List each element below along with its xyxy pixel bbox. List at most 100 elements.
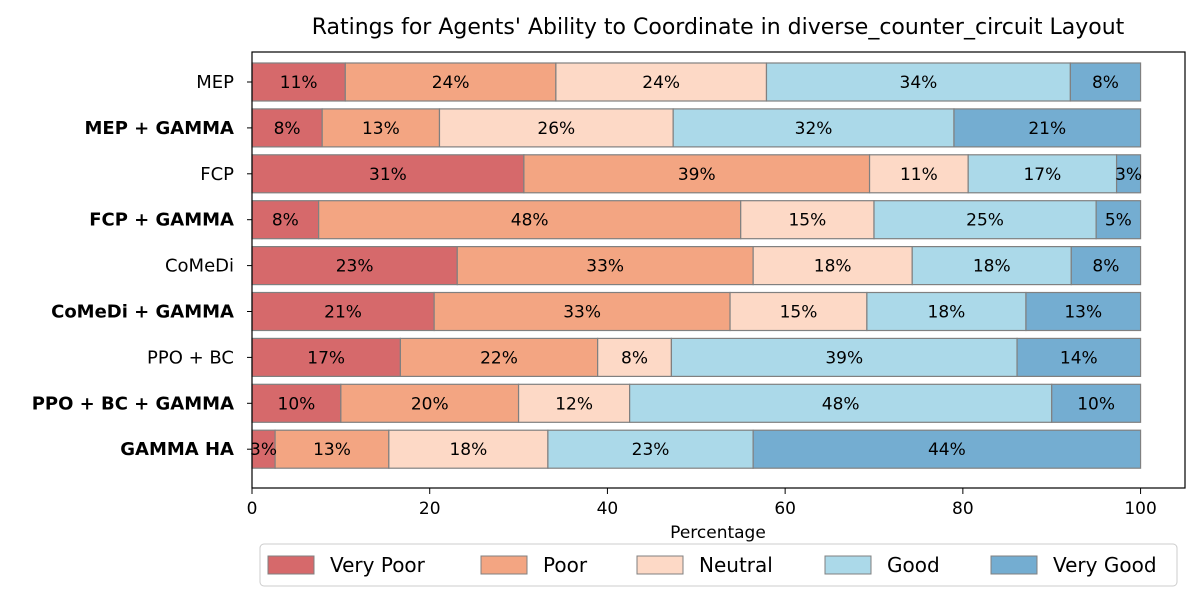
bar-segment <box>251 62 346 102</box>
legend-swatch <box>636 555 684 575</box>
legend-label: Poor <box>543 553 588 577</box>
data-label: 11% <box>280 73 318 93</box>
legend-label: Very Good <box>1053 553 1157 577</box>
legend-label: Good <box>887 553 940 577</box>
legend-swatch <box>480 555 528 575</box>
data-label: 31% <box>369 165 407 185</box>
data-label: 18% <box>973 257 1011 277</box>
bar-segment <box>868 154 969 194</box>
data-label: 39% <box>678 165 716 185</box>
category-label: MEP + GAMMA <box>85 118 235 139</box>
legend-swatch <box>990 555 1038 575</box>
data-label: 34% <box>900 73 938 93</box>
bar-segment <box>438 108 674 148</box>
bar-segment <box>911 246 1072 286</box>
data-label: 17% <box>1023 165 1061 185</box>
data-label: 13% <box>1064 303 1102 323</box>
bar-segment <box>555 62 768 102</box>
category-label: GAMMA HA <box>120 439 234 460</box>
data-label: 18% <box>449 440 487 460</box>
data-label: 12% <box>555 394 593 414</box>
data-label: 24% <box>432 73 470 93</box>
bar-segment <box>433 291 731 332</box>
x-tick-label: 40 <box>597 499 619 519</box>
bar-segment <box>251 291 435 332</box>
category-label: FCP <box>200 164 234 185</box>
legend-swatch <box>824 555 872 575</box>
axes-layer: 0 20 40 60 80 100 <box>247 51 1186 519</box>
bar-segment <box>547 429 754 469</box>
x-tick-label: 100 <box>1124 499 1156 519</box>
chart-title: Ratings for Agents' Ability to Coordinat… <box>312 15 1125 40</box>
bar-segment <box>388 429 549 469</box>
data-label: 15% <box>780 303 818 323</box>
data-label: 18% <box>928 303 966 323</box>
bars-layer <box>251 62 1142 469</box>
bar-segment <box>251 337 401 377</box>
bar-segment <box>318 200 742 240</box>
bar-segment <box>1115 154 1142 194</box>
data-label: 48% <box>822 394 860 414</box>
category-label: CoMeDi + GAMMA <box>51 302 234 323</box>
data-label: 10% <box>278 394 316 414</box>
data-label: 33% <box>563 303 601 323</box>
data-label: 8% <box>1092 257 1119 277</box>
data-label: 3% <box>1115 165 1142 185</box>
bar-segment <box>1025 291 1142 332</box>
bar-segment <box>967 154 1118 194</box>
bar-segment <box>321 108 441 148</box>
legend-label: Neutral <box>699 553 773 577</box>
data-label: 8% <box>1092 73 1119 93</box>
legend: Very Poor Poor Neutral Good Very Good <box>259 543 1178 587</box>
data-label: 48% <box>511 211 549 231</box>
data-labels-layer: 11% 24% 24% 34% 8% 8% 13% 26% 32% 21% 31% 39% 11% 17%… <box>250 73 1142 460</box>
bar-segment <box>517 383 631 423</box>
x-tick-label: 0 <box>247 499 258 519</box>
data-label: 8% <box>274 119 301 139</box>
bar-segment <box>251 200 320 240</box>
x-tick-label: 80 <box>952 499 974 519</box>
plot-frame <box>251 51 1186 489</box>
data-label: 20% <box>411 394 449 414</box>
bar-segment <box>1051 383 1142 423</box>
data-label: 8% <box>621 348 648 368</box>
data-label: 23% <box>632 440 670 460</box>
bar-segment <box>274 429 390 469</box>
data-label: 24% <box>642 73 680 93</box>
bar-segment <box>629 383 1053 423</box>
data-label: 14% <box>1060 348 1098 368</box>
data-label: 22% <box>480 348 518 368</box>
legend-box <box>259 543 1178 587</box>
bar-segment <box>873 200 1097 240</box>
legend-swatch <box>267 555 315 575</box>
category-label: MEP <box>196 72 234 93</box>
data-label: 26% <box>537 119 575 139</box>
bar-segment <box>740 200 875 240</box>
data-label: 39% <box>825 348 863 368</box>
data-label: 23% <box>336 257 374 277</box>
bar-segment <box>953 108 1142 148</box>
bar-segment <box>1016 337 1142 377</box>
bar-segment <box>1069 62 1142 102</box>
data-label: 8% <box>272 211 299 231</box>
x-tick-label: 60 <box>774 499 796 519</box>
data-label: 5% <box>1105 211 1132 231</box>
bar-segment <box>672 108 955 148</box>
legend-label: Very Poor <box>330 553 426 577</box>
bar-segment <box>399 337 599 377</box>
bar-segment <box>456 246 754 286</box>
data-label: 33% <box>586 257 624 277</box>
bar-segment <box>752 429 1142 469</box>
x-axis-label: Percentage <box>670 523 766 543</box>
data-label: 10% <box>1077 394 1115 414</box>
bar-segment <box>251 383 342 423</box>
data-label: 25% <box>966 211 1004 231</box>
data-label: 21% <box>1028 119 1066 139</box>
data-label: 13% <box>362 119 400 139</box>
data-label: 3% <box>250 440 277 460</box>
data-label: 11% <box>900 165 938 185</box>
category-label: FCP + GAMMA <box>89 210 234 231</box>
data-label: 17% <box>307 348 345 368</box>
